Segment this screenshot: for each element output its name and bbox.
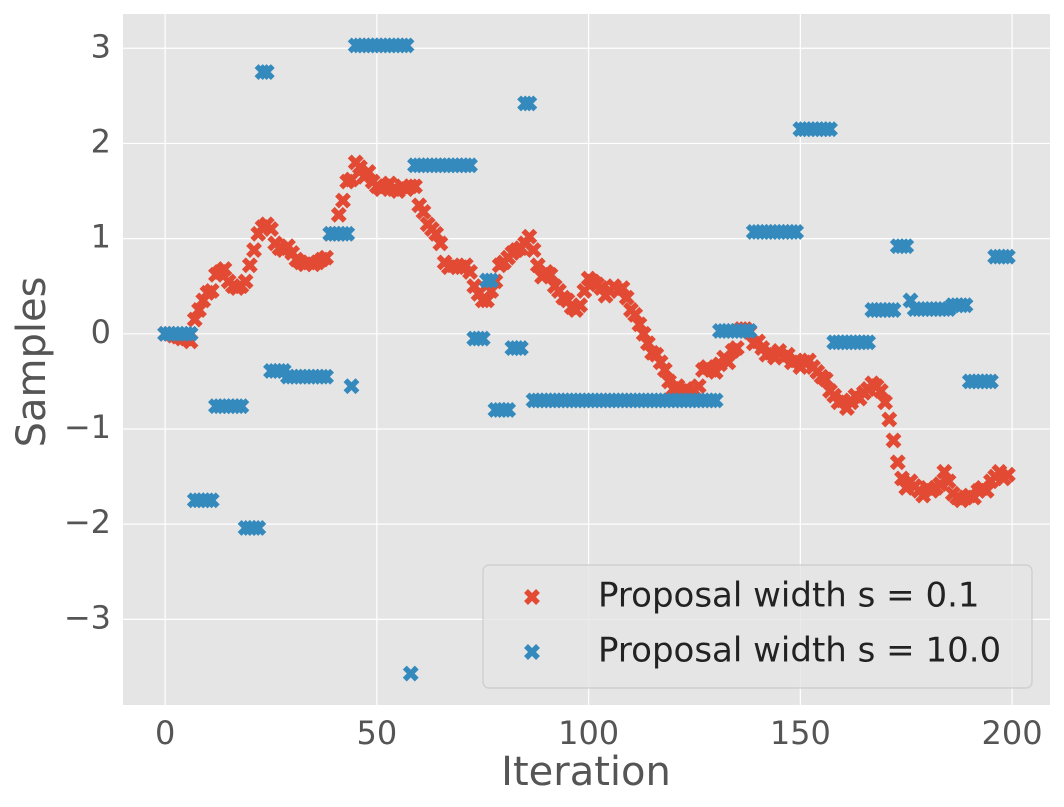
marker <box>250 520 267 536</box>
marker <box>788 224 805 240</box>
marker <box>822 121 838 138</box>
marker <box>572 297 589 314</box>
marker <box>656 362 673 378</box>
marker <box>885 302 902 318</box>
marker <box>479 292 495 309</box>
marker <box>203 283 220 299</box>
marker <box>398 37 415 54</box>
marker <box>335 192 351 209</box>
y-tick-label: −2 <box>64 503 111 541</box>
marker <box>817 371 834 388</box>
marker <box>999 466 1016 483</box>
marker <box>978 482 995 499</box>
marker <box>999 248 1016 265</box>
marker <box>402 665 419 682</box>
marker <box>889 454 906 471</box>
marker <box>462 263 478 280</box>
marker <box>203 492 220 509</box>
y-tick-label: 1 <box>91 218 111 256</box>
marker <box>233 398 250 415</box>
marker <box>318 249 335 266</box>
y-tick-label: 2 <box>91 122 111 160</box>
marker <box>728 340 745 357</box>
marker <box>360 164 377 180</box>
x-tick-label: 150 <box>770 714 831 752</box>
marker <box>339 225 356 242</box>
marker <box>512 340 529 357</box>
marker <box>521 95 538 112</box>
marker <box>343 171 360 188</box>
marker <box>982 373 999 390</box>
marker <box>614 280 631 297</box>
marker <box>483 272 500 289</box>
y-tick-label: 0 <box>91 313 111 351</box>
marker <box>631 316 648 333</box>
marker <box>246 242 263 258</box>
x-tick-label: 50 <box>357 714 398 752</box>
marker <box>407 178 423 195</box>
legend-marker <box>524 644 540 660</box>
marker <box>542 266 559 283</box>
marker <box>343 378 360 395</box>
x-axis-label: Iteration <box>501 749 671 795</box>
y-axis-label: Samples <box>9 277 55 448</box>
marker <box>330 206 347 223</box>
marker <box>237 273 254 290</box>
marker <box>500 402 517 418</box>
marker <box>635 325 652 342</box>
marker <box>525 242 542 258</box>
y-tick-label: −1 <box>64 408 111 446</box>
marker <box>318 368 335 385</box>
marker <box>720 354 737 371</box>
marker <box>462 157 478 174</box>
marker <box>707 392 724 409</box>
marker <box>182 325 199 342</box>
marker <box>860 334 877 351</box>
marker <box>258 64 275 81</box>
x-tick-label: 200 <box>982 714 1043 752</box>
marker <box>428 225 445 242</box>
marker <box>191 302 207 318</box>
marker <box>618 289 635 306</box>
marker <box>936 463 953 480</box>
legend-label: Proposal width s = 0.1 <box>598 576 980 616</box>
x-tick-label: 0 <box>155 714 175 752</box>
marker <box>690 378 707 395</box>
marker <box>872 382 889 399</box>
marker <box>432 235 449 252</box>
marker <box>474 330 491 347</box>
legend-box <box>482 564 1033 689</box>
marker <box>521 228 538 245</box>
marker <box>940 473 957 490</box>
y-tick-label: −3 <box>64 598 111 636</box>
legend-label: Proposal width s = 10.0 <box>598 631 1001 671</box>
marker <box>881 411 898 428</box>
marker <box>627 306 644 323</box>
marker <box>241 257 258 274</box>
legend-marker <box>524 589 540 605</box>
x-tick-label: 100 <box>558 714 619 752</box>
marker <box>216 261 233 278</box>
marker <box>415 204 432 220</box>
marker <box>877 394 893 411</box>
marker <box>957 297 974 314</box>
marker <box>263 221 279 238</box>
marker <box>186 311 203 328</box>
marker <box>885 432 902 449</box>
marker <box>741 323 758 339</box>
marker <box>898 238 915 255</box>
y-tick-label: 3 <box>91 27 111 65</box>
